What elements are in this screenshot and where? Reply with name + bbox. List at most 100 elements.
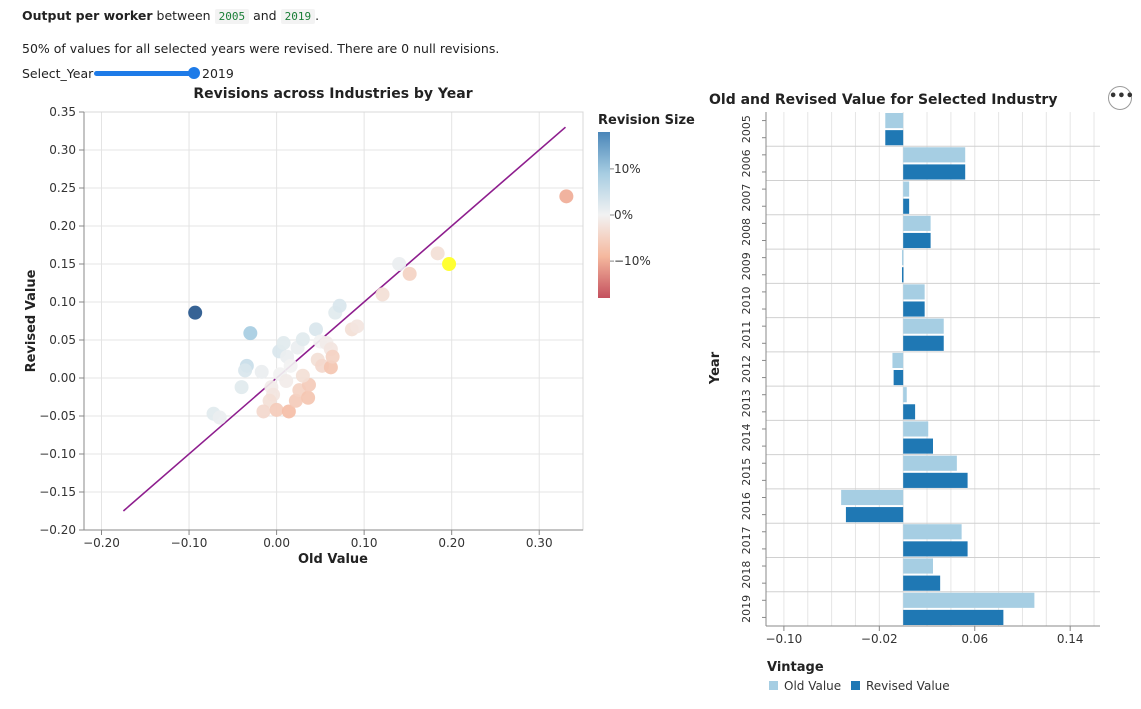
slider-label: Select_Year <box>22 66 94 81</box>
old-value-bar[interactable] <box>885 113 904 129</box>
revised-value-bar[interactable] <box>901 267 904 283</box>
bar-year-label: 2019 <box>740 595 753 623</box>
legend-label: 0% <box>614 208 633 222</box>
bar-x-tick-label: 0.14 <box>1057 632 1084 646</box>
scatter-x-label: Old Value <box>298 552 368 567</box>
year-slider-track[interactable] <box>94 71 198 76</box>
scatter-y-tick-label: −0.15 <box>39 485 76 499</box>
selected-industry-point[interactable] <box>442 257 457 271</box>
revised-value-bar[interactable] <box>903 164 966 180</box>
old-value-bar[interactable] <box>903 147 966 163</box>
scatter-point[interactable] <box>288 393 303 408</box>
scatter-point[interactable] <box>402 266 417 281</box>
revised-value-bar[interactable] <box>903 472 968 488</box>
bar-year-label: 2006 <box>740 149 753 177</box>
scatter-point[interactable] <box>269 402 284 417</box>
scatter-x-tick-label: 0.00 <box>263 536 290 550</box>
year-slider-thumb[interactable] <box>188 67 200 79</box>
old-value-bar[interactable] <box>903 592 1035 608</box>
revised-value-bar[interactable] <box>903 198 910 214</box>
old-value-bar[interactable] <box>903 284 925 300</box>
scatter-point[interactable] <box>256 404 271 419</box>
scatter-point[interactable] <box>295 368 310 383</box>
scatter-x-tick-label: −0.20 <box>83 536 120 550</box>
scatter-point[interactable] <box>301 390 316 405</box>
revised-value-bar[interactable] <box>903 335 944 351</box>
scatter-point[interactable] <box>323 360 338 375</box>
scatter-point[interactable] <box>295 332 310 347</box>
start-year-code: 2005 <box>214 9 250 24</box>
revision-color-scale <box>598 132 610 298</box>
scatter-point[interactable] <box>276 336 291 351</box>
scatter-y-tick-label: 0.00 <box>49 371 76 385</box>
end-year-code: 2019 <box>280 9 316 24</box>
bar-year-label: 2016 <box>740 492 753 520</box>
old-value-bar[interactable] <box>903 558 933 574</box>
slider-value: 2019 <box>202 66 234 81</box>
legend-swatch-revised <box>851 681 860 690</box>
scatter-x-tick-label: 0.30 <box>526 536 553 550</box>
scatter-point[interactable] <box>350 319 365 334</box>
legend-label-old: Old Value <box>784 679 841 693</box>
revised-value-bar[interactable] <box>903 609 1004 625</box>
scatter-title: Revisions across Industries by Year <box>193 86 472 102</box>
scatter-point[interactable] <box>212 410 227 425</box>
metric-name: Output per worker <box>22 8 153 23</box>
old-value-bar[interactable] <box>903 181 910 197</box>
scatter-point[interactable] <box>308 322 323 337</box>
ellipsis-icon[interactable]: ••• <box>1108 86 1134 110</box>
revised-value-bar[interactable] <box>845 507 904 523</box>
bar-year-label: 2011 <box>740 321 753 349</box>
scatter-y-tick-label: 0.30 <box>49 143 76 157</box>
bar-year-label: 2007 <box>740 184 753 212</box>
scatter-point[interactable] <box>325 349 340 364</box>
scatter-point[interactable] <box>238 363 253 378</box>
header-line: Output per worker between 2005 and 2019. <box>22 8 319 25</box>
legend-title: Revision Size <box>598 113 695 128</box>
scatter-point[interactable] <box>430 246 445 261</box>
legend-label: −10% <box>614 254 651 268</box>
revised-value-bar[interactable] <box>903 575 941 591</box>
scatter-point[interactable] <box>279 374 294 389</box>
bar-year-label: 2005 <box>740 115 753 143</box>
scatter-y-tick-label: 0.15 <box>49 257 76 271</box>
scatter-x-tick-label: 0.10 <box>351 536 378 550</box>
scatter-point[interactable] <box>234 380 249 395</box>
bar-legend-title: Vintage <box>767 660 824 675</box>
old-value-bar[interactable] <box>841 489 904 506</box>
old-value-bar[interactable] <box>903 387 907 403</box>
old-value-bar[interactable] <box>903 215 931 231</box>
bar-year-label: 2015 <box>740 458 753 486</box>
scatter-point[interactable] <box>283 358 298 373</box>
old-value-bar[interactable] <box>903 421 929 437</box>
scatter-point[interactable] <box>375 287 390 302</box>
revised-value-bar[interactable] <box>903 404 916 420</box>
revised-value-bar[interactable] <box>903 541 968 557</box>
revised-value-bar[interactable] <box>893 370 904 386</box>
bar-x-tick-label: −0.02 <box>861 632 898 646</box>
scatter-point[interactable] <box>281 404 296 419</box>
old-value-bar[interactable] <box>903 455 957 471</box>
old-value-bar[interactable] <box>901 250 904 266</box>
bar-title: Old and Revised Value for Selected Indus… <box>709 92 1057 108</box>
scatter-plot-frame <box>83 111 584 531</box>
scatter-point[interactable] <box>243 326 258 341</box>
revised-value-bar[interactable] <box>885 130 904 146</box>
scatter-point[interactable] <box>254 364 269 379</box>
revised-value-bar[interactable] <box>903 301 925 317</box>
old-value-bar[interactable] <box>903 318 944 334</box>
old-value-bar[interactable] <box>892 352 904 368</box>
scatter-y-tick-label: 0.10 <box>49 295 76 309</box>
bar-x-tick-label: −0.10 <box>766 632 803 646</box>
scatter-point[interactable] <box>188 305 203 320</box>
scatter-y-label: Revised Value <box>24 269 39 372</box>
scatter-point[interactable] <box>559 189 574 204</box>
scatter-point[interactable] <box>332 298 347 313</box>
bar-year-label: 2010 <box>740 286 753 314</box>
identity-line <box>122 126 567 512</box>
scatter-point[interactable] <box>392 257 407 271</box>
revised-value-bar[interactable] <box>903 232 931 249</box>
old-value-bar[interactable] <box>903 524 962 540</box>
revised-value-bar[interactable] <box>903 438 933 454</box>
bar-year-label: 2009 <box>740 252 753 280</box>
